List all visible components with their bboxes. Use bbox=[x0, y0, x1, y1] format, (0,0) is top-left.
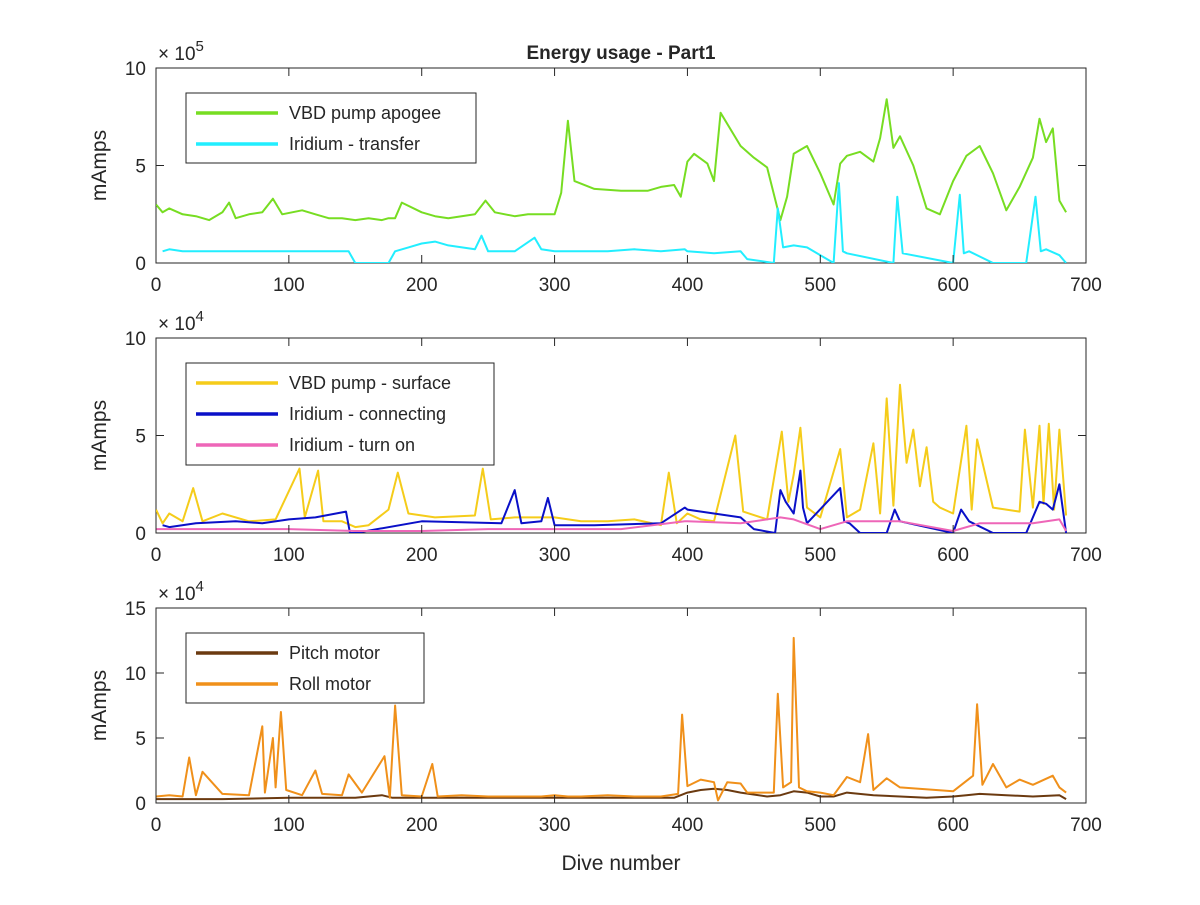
exponent-base: × 10 bbox=[158, 584, 196, 605]
exponent-base: × 10 bbox=[158, 44, 196, 65]
y-tick-label: 5 bbox=[135, 427, 146, 448]
legend-label: Roll motor bbox=[289, 674, 371, 694]
x-tick-label: 200 bbox=[406, 815, 438, 836]
exponent-power: 4 bbox=[196, 578, 204, 595]
series-group bbox=[156, 383, 1068, 533]
series-line-2-2 bbox=[162, 469, 1068, 533]
series-line-3-1 bbox=[156, 787, 1067, 801]
y-tick-label: 10 bbox=[125, 329, 146, 350]
x-tick-label: 700 bbox=[1070, 275, 1102, 296]
series-line-2-3 bbox=[156, 516, 1067, 532]
y-tick-label: 15 bbox=[125, 599, 146, 620]
legend: VBD pump apogee Iridium - transfer bbox=[185, 92, 477, 164]
x-tick-label: 400 bbox=[672, 275, 704, 296]
series-line-2-1 bbox=[156, 383, 1068, 529]
x-tick-label: 600 bbox=[937, 545, 969, 566]
x-tick-label: 700 bbox=[1070, 545, 1102, 566]
chart-title: Energy usage - Part1 bbox=[526, 43, 715, 64]
y-tick-label: 0 bbox=[135, 794, 146, 815]
legend-box bbox=[185, 632, 425, 704]
x-tick-label: 300 bbox=[539, 815, 571, 836]
x-tick-label: 200 bbox=[406, 545, 438, 566]
x-tick-label: 0 bbox=[151, 815, 162, 836]
legend-box bbox=[185, 92, 477, 164]
x-tick-label: 500 bbox=[804, 275, 836, 296]
x-tick-label: 0 bbox=[151, 275, 162, 296]
x-tick-label: 400 bbox=[672, 815, 704, 836]
x-tick-label: 300 bbox=[539, 545, 571, 566]
exponent-power: 5 bbox=[196, 38, 204, 55]
x-tick-label: 200 bbox=[406, 275, 438, 296]
subplot-3: 0 100 200 300 400 500 600 700 0 5 10 15 × 104 mAmps Di… bbox=[88, 578, 1102, 875]
x-tick-label: 400 bbox=[672, 545, 704, 566]
legend-label: Iridium - connecting bbox=[289, 404, 446, 424]
legend-label: VBD pump apogee bbox=[289, 103, 441, 123]
x-tick-label: 600 bbox=[937, 815, 969, 836]
y-tick-label: 0 bbox=[135, 254, 146, 275]
x-tick-label: 100 bbox=[273, 275, 305, 296]
y-tick-label: 5 bbox=[135, 157, 146, 178]
y-axis-label: mAmps bbox=[88, 670, 111, 741]
legend-label: Iridium - transfer bbox=[289, 134, 420, 154]
x-tick-label: 0 bbox=[151, 545, 162, 566]
series-line-1-1 bbox=[156, 98, 1067, 222]
series-group bbox=[156, 636, 1067, 802]
x-tick-label: 100 bbox=[273, 815, 305, 836]
legend-label: Pitch motor bbox=[289, 643, 380, 663]
x-axis-label: Dive number bbox=[561, 852, 680, 875]
y-tick-label: 10 bbox=[125, 59, 146, 80]
x-tick-label: 500 bbox=[804, 545, 836, 566]
legend: VBD pump - surface Iridium - connecting Ir… bbox=[185, 362, 495, 466]
series-line-1-2 bbox=[162, 182, 1067, 263]
legend-label: VBD pump - surface bbox=[289, 373, 451, 393]
x-tick-label: 100 bbox=[273, 545, 305, 566]
axis-exponent: × 104 bbox=[158, 308, 204, 335]
exponent-power: 4 bbox=[196, 308, 204, 325]
x-tick-label: 700 bbox=[1070, 815, 1102, 836]
axis-exponent: × 104 bbox=[158, 578, 204, 605]
x-tick-label: 600 bbox=[937, 275, 969, 296]
axis-exponent: × 105 bbox=[158, 38, 204, 65]
x-tick-label: 500 bbox=[804, 815, 836, 836]
y-tick-label: 0 bbox=[135, 524, 146, 545]
legend-label: Iridium - turn on bbox=[289, 435, 415, 455]
legend: Pitch motor Roll motor bbox=[185, 632, 425, 704]
x-tick-label: 300 bbox=[539, 275, 571, 296]
y-tick-label: 5 bbox=[135, 729, 146, 750]
series-group bbox=[156, 98, 1067, 263]
y-tick-label: 10 bbox=[125, 664, 146, 685]
y-axis-label: mAmps bbox=[88, 400, 111, 471]
subplot-2: 0 100 200 300 400 500 600 700 0 5 10 × 104 mAmps VBD … bbox=[88, 308, 1102, 566]
y-axis-label: mAmps bbox=[88, 130, 111, 201]
series-line-3-2 bbox=[156, 636, 1067, 802]
exponent-base: × 10 bbox=[158, 314, 196, 335]
